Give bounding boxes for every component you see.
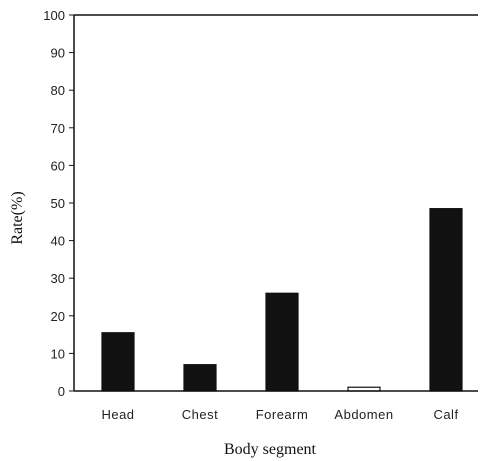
y-tick-label: 80 <box>51 83 65 98</box>
y-tick-label: 100 <box>43 8 65 23</box>
y-axis-title: Rate(%) <box>9 191 26 244</box>
x-tick-label-chest: Chest <box>182 407 218 422</box>
bar-calf <box>429 208 463 392</box>
y-tick-label: 70 <box>51 121 65 136</box>
y-tick-label: 50 <box>51 196 65 211</box>
x-tick-label-abdomen: Abdomen <box>334 407 393 422</box>
x-axis-title: Body segment <box>224 441 317 458</box>
x-axis: Head Chest Forearm Abdomen Calf <box>101 407 458 422</box>
y-tick-label: 30 <box>51 271 65 286</box>
y-tick-label: 90 <box>51 46 65 61</box>
x-tick-label-calf: Calf <box>433 407 458 422</box>
bars <box>101 208 463 392</box>
x-tick-label-head: Head <box>101 407 134 422</box>
y-tick-label: 60 <box>51 158 65 173</box>
x-tick-label-forearm: Forearm <box>256 407 309 422</box>
y-tick-label: 20 <box>51 309 65 324</box>
bar-forearm <box>265 292 299 392</box>
y-tick-label: 40 <box>51 234 65 249</box>
bar-head <box>101 332 135 392</box>
y-axis: 0 10 20 30 40 50 60 70 80 90 100 <box>43 8 74 399</box>
y-tick-label: 0 <box>58 384 65 399</box>
bar-chest <box>183 364 217 392</box>
y-tick-label: 10 <box>51 346 65 361</box>
